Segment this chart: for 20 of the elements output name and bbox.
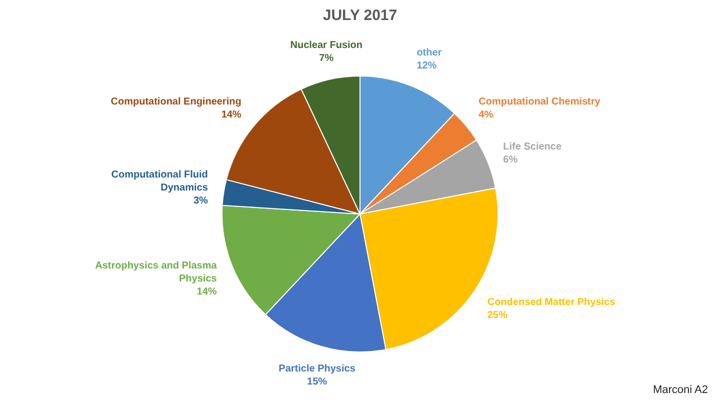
data-label: 12% [416, 60, 437, 72]
slice-label: Computational Engineering [110, 96, 242, 108]
slice-label: Astrophysics and Plasma Physics [95, 260, 218, 284]
slice-label: Life Science [503, 142, 562, 153]
slice-label: Computational Fluid Dynamics [111, 169, 208, 194]
data-label: 3% [193, 195, 208, 206]
data-label: 4% [478, 110, 494, 121]
data-label: 6% [503, 154, 518, 166]
slice-label: other [416, 48, 442, 59]
slice-label: Nuclear Fusion [290, 40, 363, 52]
chart-title: JULY 2017 [322, 7, 398, 24]
slice-label: Particle Physics [278, 363, 356, 374]
slice-label: Condensed Matter Physics [487, 296, 616, 308]
data-label: 7% [319, 53, 334, 64]
data-label: 25% [487, 310, 508, 321]
data-label: 14% [196, 286, 217, 298]
data-label: 15% [307, 376, 328, 388]
data-label: 14% [221, 110, 242, 121]
slice-label: Computational Chemistry [478, 96, 601, 108]
text: Marconi A2 [652, 384, 708, 396]
